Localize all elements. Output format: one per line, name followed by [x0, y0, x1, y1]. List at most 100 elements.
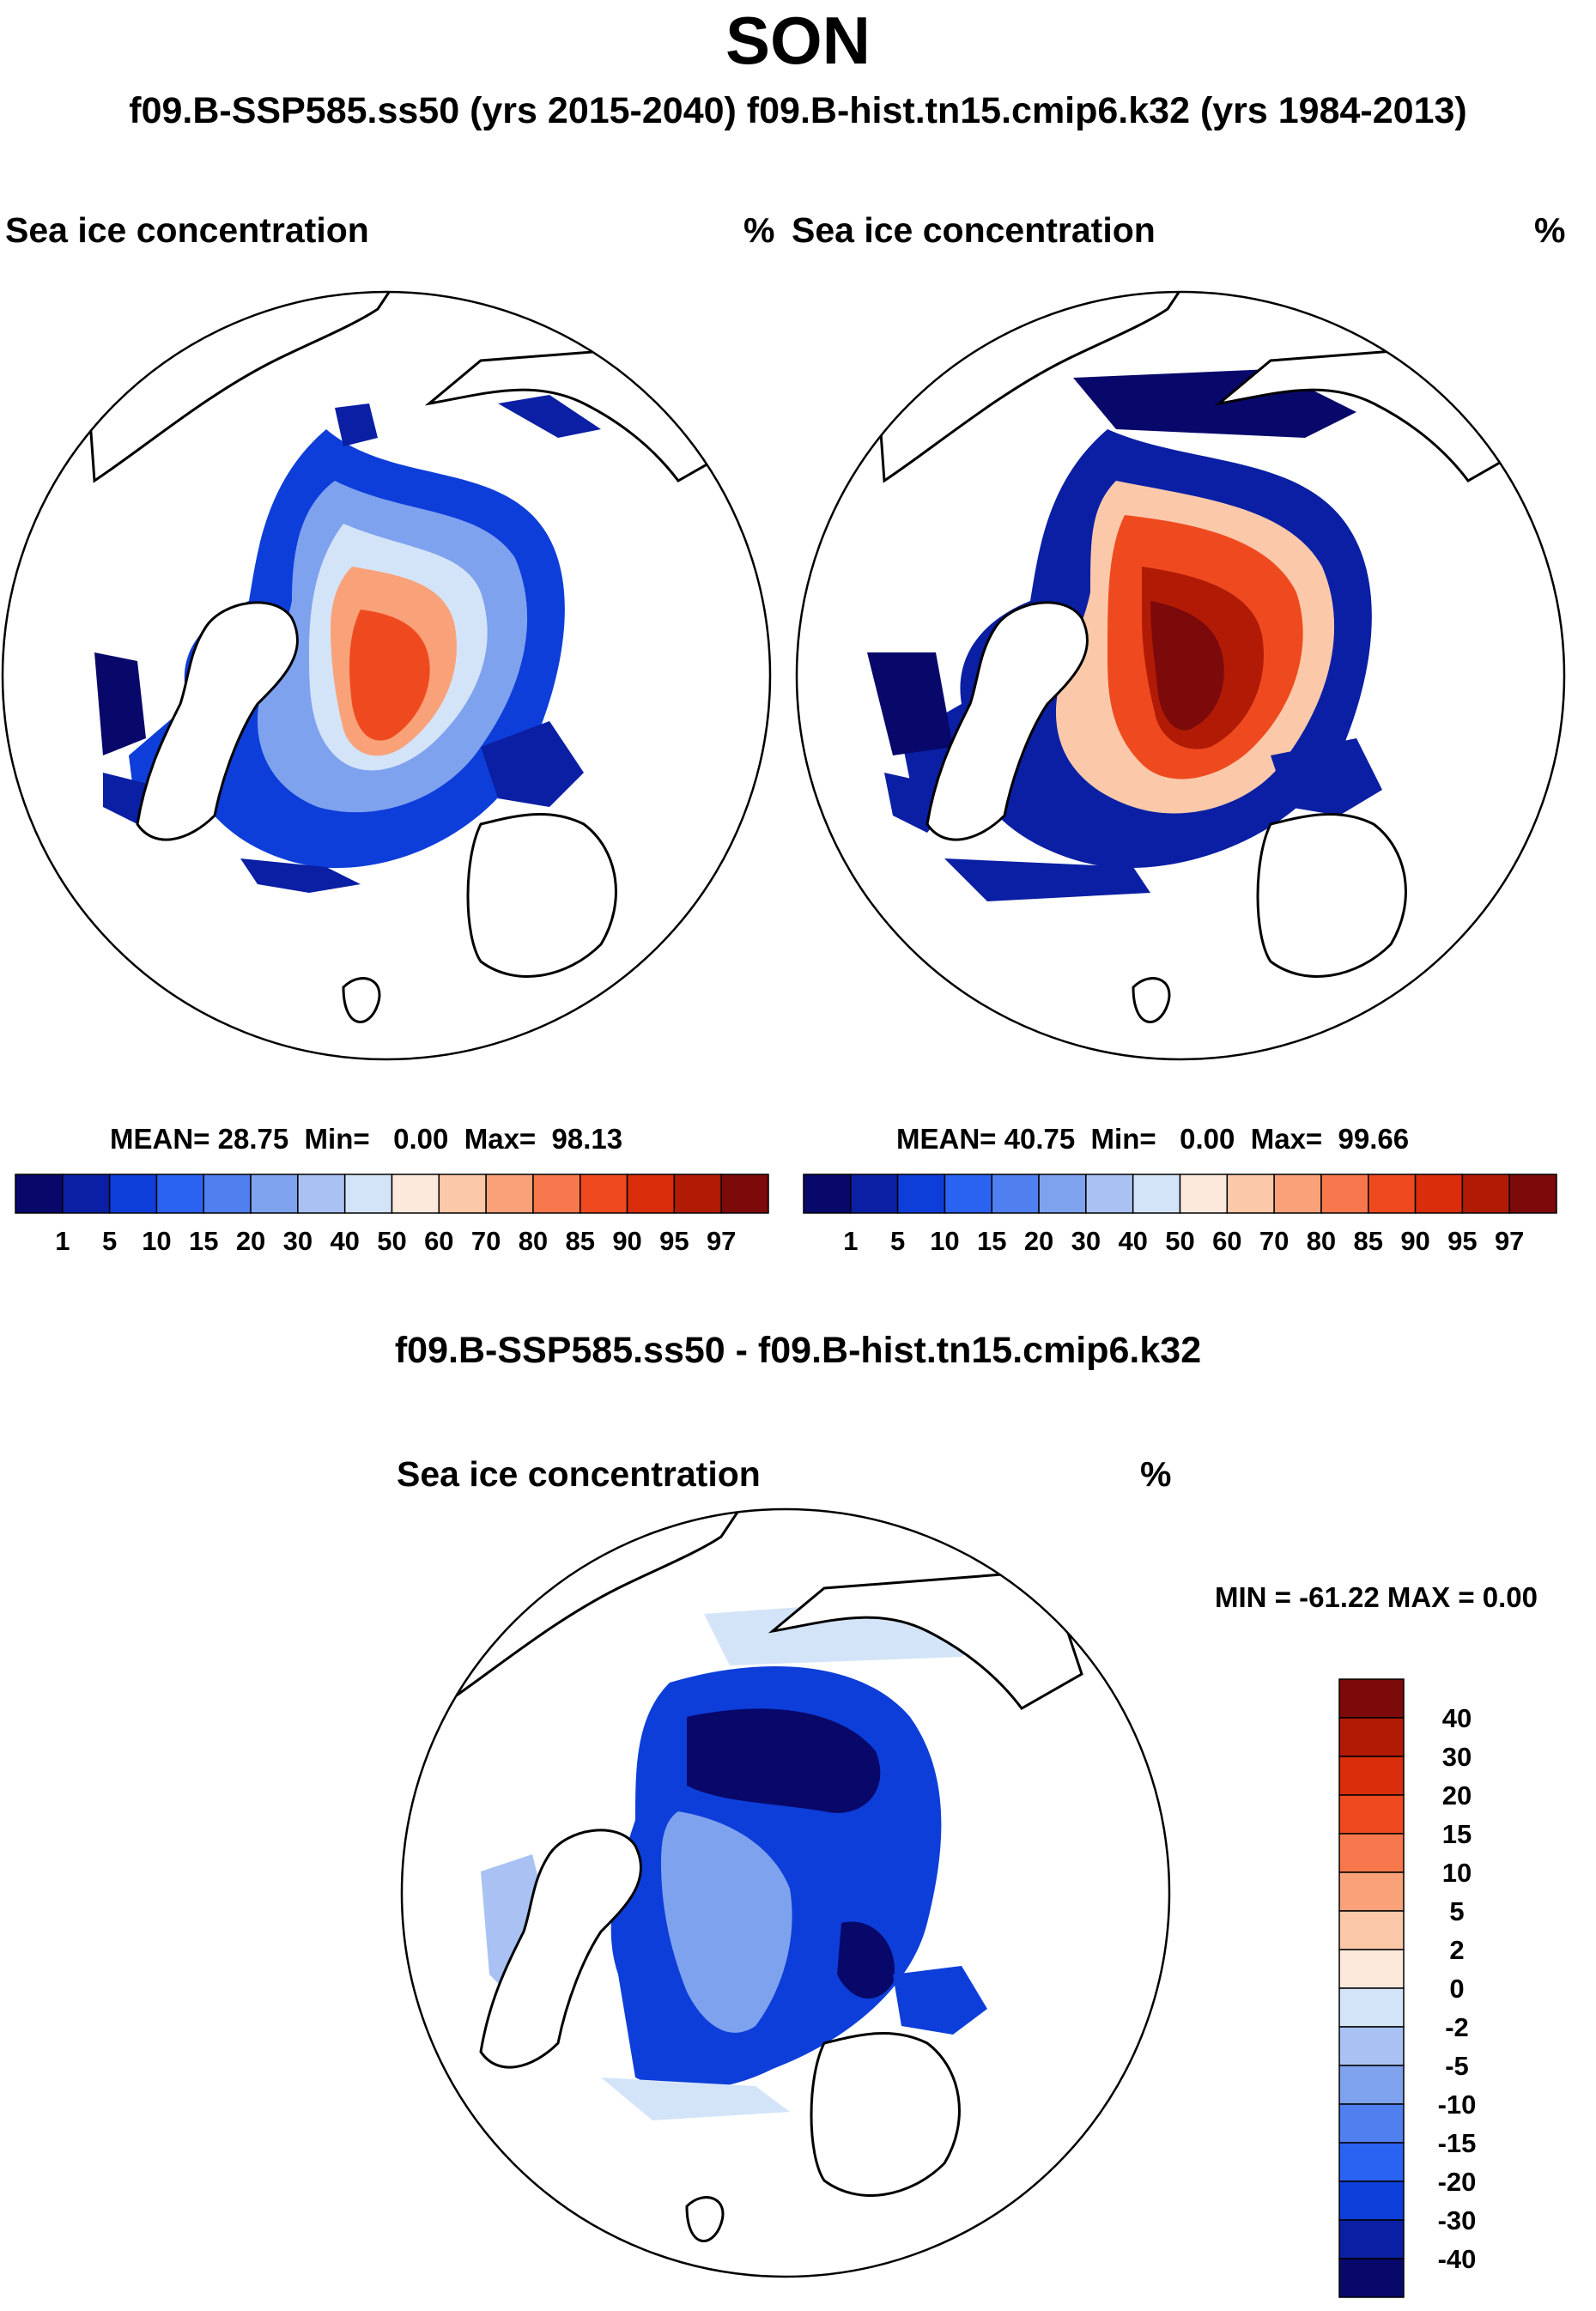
panel2-colorbar-box: [1508, 1174, 1557, 1214]
panel3-colorbar-tick-label: -10: [1438, 2090, 1477, 2120]
panel2-ice-field: [867, 292, 1530, 1023]
panel3-map: [400, 1507, 1171, 2278]
panel1-colorbar-box: [720, 1174, 769, 1214]
panel1-britain: [342, 977, 381, 1023]
panel2-colorbar-tick-label: 80: [1307, 1226, 1336, 1256]
panel2-colorbar-box: [1320, 1174, 1369, 1214]
panel3-colorbar-box: [1338, 2181, 1405, 2221]
panel1-colorbar-box: [108, 1174, 158, 1214]
panel1-colorbar-tick-label: 70: [471, 1226, 501, 1256]
panel2-colorbar-tick-label: 5: [890, 1226, 905, 1256]
panel1-title-right: %: [743, 210, 775, 250]
panel1-colorbar-box: [155, 1174, 204, 1214]
panel1-colorbar: 1 5 10 15 20 30 40 50 60 70 80 85 90 95 97: [15, 1174, 769, 1256]
panel1-colorbar-tick-label: 40: [330, 1226, 359, 1256]
panel1-mean-value: 28.75: [217, 1123, 289, 1155]
panel3-colorbar-tick-label: 5: [1449, 1896, 1464, 1926]
panel1-colorbar-box: [580, 1174, 628, 1214]
panel1-colorbar-tick-label: 97: [707, 1226, 736, 1256]
panel3-minmax: MIN = -61.22 MAX = 0.00: [1215, 1581, 1538, 1613]
panel3-colorbar-box: [1338, 1678, 1405, 1719]
panel2-mean-label: MEAN=: [896, 1123, 997, 1155]
panel2-min-label: Min=: [1090, 1123, 1156, 1155]
panel2-colorbar-box: [1038, 1174, 1087, 1214]
panel2-colorbar-box: [803, 1174, 852, 1214]
panel3-contour-band: [893, 1966, 987, 2035]
panel1-colorbar-tick-label: 20: [236, 1226, 265, 1256]
panel1-colorbar-box: [391, 1174, 440, 1214]
panel1-north-america: [84, 292, 415, 483]
panel2-contour-band: [1271, 738, 1382, 816]
panel2-colorbar: 1 5 10 15 20 30 40 50 60 70 80 85 90 95 97: [803, 1174, 1557, 1256]
panel3-ice-field: [428, 1509, 1083, 2242]
panel2-greenland: [925, 601, 1089, 841]
panel1-contour-band: [240, 858, 361, 893]
panel3-colorbar-tick-label: 40: [1442, 1703, 1472, 1733]
panel1-min-value: 0.00: [393, 1123, 449, 1155]
panel1-colorbar-tick-label: 10: [142, 1226, 171, 1256]
panel3-colorbar-box: [1338, 2103, 1405, 2144]
panel2-colorbar-tick-label: 95: [1447, 1226, 1477, 1256]
panel3-scandinavia: [810, 2031, 961, 2197]
panel2-britain: [1132, 977, 1171, 1023]
panel2-colorbar-box: [1132, 1174, 1181, 1214]
panel3-colorbar-tick-label: 30: [1442, 1742, 1472, 1772]
panel3-greenland: [479, 1829, 642, 2069]
panel1-contour-band: [335, 403, 378, 446]
panel1-map: [1, 290, 772, 1061]
panel2-colorbar-tick-label: 85: [1354, 1226, 1383, 1256]
subtitle: f09.B-SSP585.ss50 (yrs 2015-2040) f09.B-…: [129, 90, 1467, 131]
panel3-colorbar-box: [1338, 2065, 1405, 2105]
panel3-colorbar-box: [1338, 1756, 1405, 1796]
panel1-colorbar-box: [203, 1174, 252, 1214]
panel1-colorbar-tick-label: 5: [102, 1226, 117, 1256]
panel2-colorbar-tick-label: 60: [1212, 1226, 1241, 1256]
panel1-colorbar-box: [532, 1174, 581, 1214]
panel1-colorbar-tick-label: 1: [55, 1226, 70, 1256]
panel2-contour-band: [867, 652, 953, 755]
panel3-colorbar-tick-label: 10: [1442, 1858, 1472, 1888]
panel1-contour-band: [349, 610, 430, 741]
panel2-scandinavia: [1256, 812, 1407, 978]
panel3-colorbar-tick-label: 20: [1442, 1780, 1472, 1811]
panel1-colorbar-tick-label: 95: [659, 1226, 689, 1256]
panel2-colorbar-tick-label: 1: [843, 1226, 858, 1256]
panel3-colorbar-tick-label: -30: [1438, 2205, 1477, 2235]
panel1-colorbar-box: [62, 1174, 111, 1214]
panel1-colorbar-tick-label: 80: [519, 1226, 548, 1256]
panel1-contour-band: [481, 721, 584, 807]
panel2-colorbar-box: [944, 1174, 992, 1214]
panel1-max-value: 98.13: [551, 1123, 623, 1155]
panel3-colorbar-box: [1338, 1717, 1405, 1757]
panel3-colorbar-box: [1338, 2258, 1405, 2298]
panel2-colorbar-box: [850, 1174, 899, 1214]
panel2-map-border: [795, 290, 1566, 1061]
panel1-contour-band: [498, 395, 601, 438]
panel2-contour-band: [944, 858, 1150, 901]
panel3-colorbar-tick-label: -15: [1438, 2128, 1477, 2158]
panel3-colorbar-box: [1338, 1987, 1405, 2028]
panel2-colorbar-tick-label: 70: [1259, 1226, 1289, 1256]
panel2-colorbar-tick-label: 50: [1165, 1226, 1194, 1256]
panel1-colorbar-box: [626, 1174, 676, 1214]
panel2-colorbar-box: [1368, 1174, 1417, 1214]
panel2-colorbar-box: [991, 1174, 1040, 1214]
panel3-title-left: Sea ice concentration: [397, 1454, 761, 1494]
panel2-max-label: Max=: [1250, 1123, 1323, 1155]
panel2-colorbar-tick-label: 20: [1024, 1226, 1053, 1256]
difference-main-title: f09.B-SSP585.ss50 - f09.B-hist.tn15.cmip…: [394, 1330, 1202, 1371]
panel3-colorbar-box: [1338, 2142, 1405, 2182]
panel2-mean-value: 40.75: [1004, 1123, 1076, 1155]
panel3-siberia: [768, 1569, 1083, 1710]
panel2-colorbar-box: [896, 1174, 946, 1214]
panel3-colorbar-tick-label: 15: [1442, 1819, 1472, 1849]
panel1-greenland: [136, 601, 299, 841]
panel3-map-border: [400, 1507, 1171, 2278]
panel3-britain: [685, 2196, 725, 2242]
panel3-colorbar-tick-label: -20: [1438, 2167, 1477, 2197]
panel1-min-label: Min=: [304, 1123, 370, 1155]
panel1-colorbar-box: [15, 1174, 64, 1214]
panel1-contour-band: [94, 652, 146, 755]
